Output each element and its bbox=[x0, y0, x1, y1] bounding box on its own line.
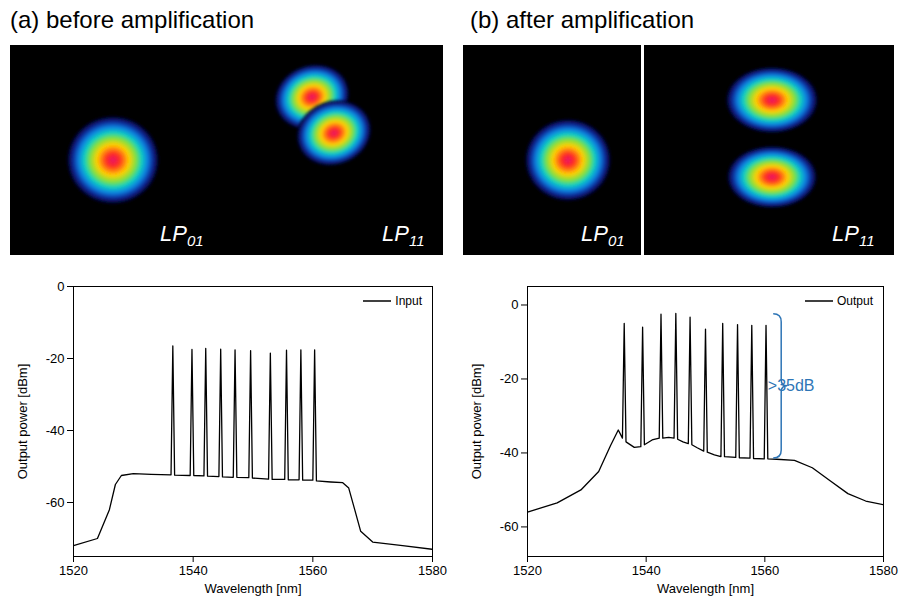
svg-text:Output power [dBm]: Output power [dBm] bbox=[15, 364, 30, 480]
svg-text:LP01: LP01 bbox=[581, 221, 625, 249]
svg-text:LP11: LP11 bbox=[382, 221, 425, 249]
svg-text:>35dB: >35dB bbox=[768, 377, 815, 394]
svg-text:LP01: LP01 bbox=[160, 221, 204, 249]
svg-text:0: 0 bbox=[57, 279, 64, 294]
svg-text:-60: -60 bbox=[500, 519, 519, 534]
svg-text:1580: 1580 bbox=[869, 563, 898, 578]
svg-text:-40: -40 bbox=[46, 423, 65, 438]
svg-text:Wavelength [nm]: Wavelength [nm] bbox=[657, 581, 754, 596]
svg-text:-20: -20 bbox=[500, 371, 519, 386]
svg-text:1540: 1540 bbox=[632, 563, 661, 578]
html-text:(a) before amplification: (a) before amplification bbox=[10, 6, 255, 33]
html-text:Output: Output bbox=[837, 294, 873, 308]
svg-text:1580: 1580 bbox=[418, 563, 447, 578]
html-text:Input: Input bbox=[395, 294, 422, 308]
svg-text:Wavelength [nm]: Wavelength [nm] bbox=[204, 581, 301, 596]
svg-text:-60: -60 bbox=[46, 495, 65, 510]
svg-text:0: 0 bbox=[511, 297, 518, 312]
svg-text:Output power [dBm]: Output power [dBm] bbox=[469, 364, 484, 480]
svg-text:1520: 1520 bbox=[59, 563, 88, 578]
svg-text:LP11: LP11 bbox=[832, 221, 875, 249]
svg-text:-40: -40 bbox=[500, 445, 519, 460]
svg-text:1560: 1560 bbox=[750, 563, 779, 578]
html-text:(b) after amplification: (b) after amplification bbox=[470, 6, 695, 33]
svg-text:1540: 1540 bbox=[179, 563, 208, 578]
svg-text:-20: -20 bbox=[46, 351, 65, 366]
svg-text:1520: 1520 bbox=[513, 563, 542, 578]
svg-text:1560: 1560 bbox=[298, 563, 327, 578]
